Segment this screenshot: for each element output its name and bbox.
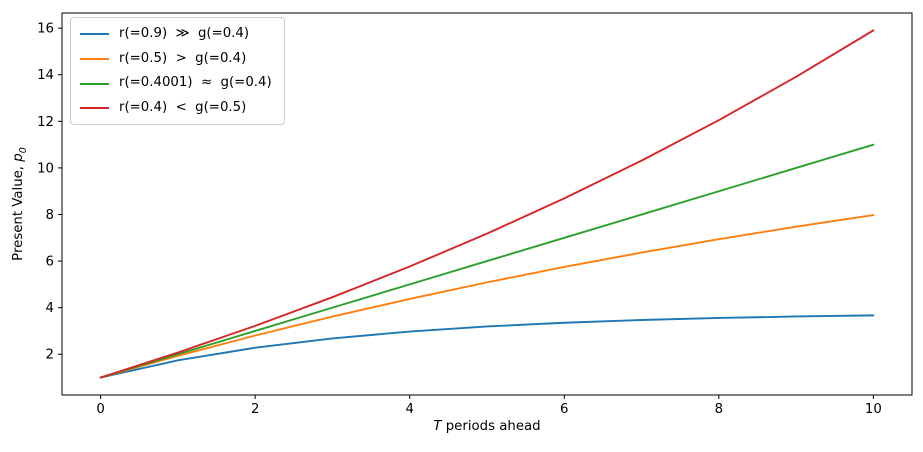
- plot-border: [61, 12, 913, 396]
- y-axis-label: Present Value, p0: [11, 147, 29, 261]
- y-axis-label-subscript: 0: [17, 147, 29, 154]
- y-tick-label: 2: [46, 348, 54, 363]
- legend-swatch: [80, 107, 109, 110]
- y-tick-label: 6: [46, 255, 54, 270]
- series-line-green: [99, 143, 875, 379]
- y-tick-label: 10: [37, 161, 54, 176]
- legend-item-orange: r(=0.5) > g(=0.4): [80, 51, 272, 68]
- y-tick-label: 12: [37, 115, 54, 130]
- legend: r(=0.9) ≫ g(=0.4) r(=0.5) > g(=0.4) r(=0.4…: [70, 17, 285, 126]
- legend-item-red: r(=0.4) < g(=0.5): [80, 100, 272, 117]
- x-tick-label: 2: [251, 402, 259, 417]
- y-tick-label: 14: [37, 68, 54, 83]
- legend-swatch: [80, 57, 109, 60]
- y-tick-label: 16: [37, 22, 54, 37]
- legend-label: r(=0.4) < g(=0.5): [119, 99, 247, 115]
- series-line-orange: [99, 214, 875, 379]
- legend-swatch: [80, 82, 109, 85]
- legend-label: r(=0.5) > g(=0.4): [119, 50, 247, 66]
- x-tick-label: 0: [96, 402, 104, 417]
- series-line-blue: [99, 314, 875, 379]
- legend-label: r(=0.4001) ≈ g(=0.4): [119, 75, 272, 91]
- y-tick-label: 8: [46, 208, 54, 223]
- legend-item-green: r(=0.4001) ≈ g(=0.4): [80, 75, 272, 92]
- legend-item-blue: r(=0.9) ≫ g(=0.4): [80, 26, 272, 43]
- legend-swatch: [80, 33, 109, 36]
- x-tick-label: 6: [560, 402, 568, 417]
- y-tick-label: 4: [46, 301, 54, 316]
- x-tick-label: 8: [715, 402, 723, 417]
- y-axis-label-math: p: [11, 153, 27, 162]
- x-axis-label-math: T: [433, 419, 442, 434]
- x-tick-label: 10: [865, 402, 882, 417]
- x-axis-label: T periods ahead: [62, 419, 912, 434]
- x-tick-label: 4: [405, 402, 413, 417]
- x-axis-label-text: periods ahead: [441, 419, 541, 434]
- y-axis-label-text: Present Value,: [11, 161, 27, 261]
- legend-label: r(=0.9) ≫ g(=0.4): [119, 26, 250, 41]
- series-line-red: [99, 29, 875, 379]
